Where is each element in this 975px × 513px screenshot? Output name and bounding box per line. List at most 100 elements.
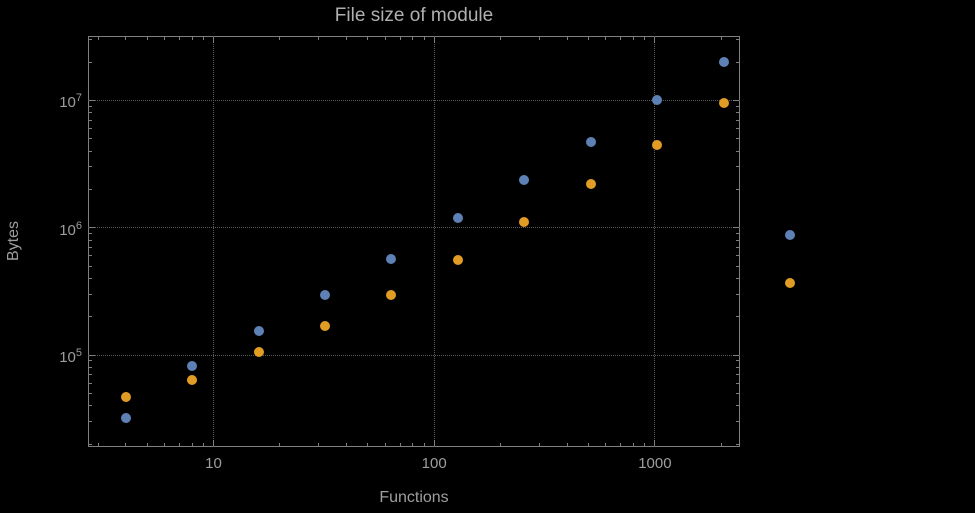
x-tick-label: 10 [205, 455, 222, 472]
x-tick [202, 37, 204, 40]
x-tick-label: 100 [421, 455, 447, 472]
data-point-blue [652, 95, 663, 106]
x-tick [587, 37, 589, 40]
x-tick [212, 440, 214, 446]
data-point-orange [785, 277, 796, 288]
x-tick [720, 443, 722, 446]
x-tick [587, 443, 589, 446]
y-gridline [88, 227, 740, 229]
x-tick [178, 37, 180, 40]
x-tick [367, 37, 369, 40]
x-axis-label: Functions [379, 489, 449, 506]
x-tick [654, 37, 656, 43]
y-tick [736, 61, 739, 63]
y-tick [736, 239, 739, 241]
y-tick [733, 227, 739, 229]
y-gridline [88, 99, 740, 101]
y-tick [736, 188, 739, 190]
y-tick [736, 366, 739, 368]
plot-frame [88, 36, 740, 447]
x-tick [412, 37, 414, 40]
y-tick [89, 405, 92, 407]
data-point-blue [718, 57, 729, 67]
y-tick [89, 360, 92, 362]
y-tick [89, 382, 92, 384]
y-tick [89, 277, 92, 279]
y-tick [736, 265, 739, 267]
y-tick [89, 421, 92, 423]
x-tick [423, 443, 425, 446]
x-tick [566, 443, 568, 446]
x-tick [433, 440, 435, 446]
y-tick [89, 61, 92, 63]
y-tick [736, 382, 739, 384]
x-tick [97, 443, 99, 446]
x-tick [318, 37, 320, 40]
data-point-blue [386, 253, 397, 264]
y-tick [736, 246, 739, 248]
x-tick [399, 37, 401, 40]
x-tick [654, 440, 656, 446]
x-tick [202, 443, 204, 446]
x-tick [125, 443, 127, 446]
x-tick [644, 37, 646, 40]
y-tick [736, 166, 739, 168]
data-point-orange [187, 374, 198, 385]
y-tick [89, 316, 92, 318]
x-tick [279, 443, 281, 446]
data-point-blue [585, 137, 596, 148]
data-point-orange [386, 290, 397, 301]
y-tick [733, 99, 739, 101]
y-tick [736, 316, 739, 318]
x-tick [605, 37, 607, 40]
x-tick [399, 443, 401, 446]
data-point-orange [718, 98, 729, 109]
y-tick [736, 405, 739, 407]
y-tick [89, 138, 92, 140]
y-tick [89, 246, 92, 248]
x-tick [318, 443, 320, 446]
y-tick [736, 255, 739, 257]
data-point-blue [120, 413, 131, 424]
y-tick [736, 293, 739, 295]
y-tick [89, 105, 92, 107]
x-tick [212, 37, 214, 43]
x-tick [538, 37, 540, 40]
x-tick [384, 37, 386, 40]
data-point-orange [585, 179, 596, 190]
x-tick [345, 443, 347, 446]
data-point-orange [519, 217, 530, 228]
x-tick [367, 443, 369, 446]
y-tick [89, 128, 92, 130]
x-tick [191, 37, 193, 40]
x-gridline [433, 36, 435, 447]
x-tick [620, 37, 622, 40]
x-tick [191, 443, 193, 446]
data-point-blue [319, 290, 330, 301]
x-tick [164, 37, 166, 40]
y-tick [736, 138, 739, 140]
y-tick [89, 166, 92, 168]
x-tick [633, 443, 634, 446]
x-tick [345, 37, 347, 40]
data-point-blue [187, 361, 198, 372]
x-tick [125, 37, 127, 40]
data-point-blue [253, 325, 264, 336]
data-point-blue [519, 175, 530, 186]
y-tick-label: 107 [59, 92, 82, 112]
x-tick [500, 443, 502, 446]
y-tick [89, 443, 92, 445]
x-tick [644, 443, 646, 446]
data-point-orange [452, 254, 463, 265]
x-tick [423, 37, 425, 40]
y-tick [89, 227, 95, 229]
y-tick [89, 119, 92, 121]
x-tick [412, 443, 414, 446]
x-tick [500, 37, 502, 40]
data-point-blue [785, 230, 796, 241]
y-tick [89, 265, 92, 267]
x-tick [566, 37, 568, 40]
y-tick [89, 354, 95, 356]
y-tick [89, 233, 92, 235]
